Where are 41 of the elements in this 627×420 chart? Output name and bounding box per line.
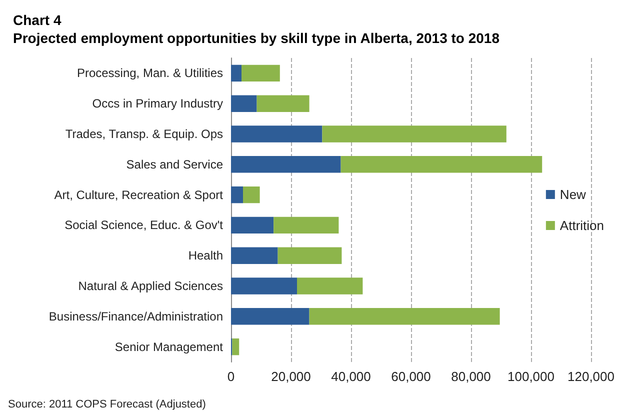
- bar: [231, 308, 310, 325]
- bar: [231, 64, 242, 82]
- y-tick-label: Senior Management: [114, 340, 224, 354]
- y-tick-label: Natural & Applied Sciences: [78, 279, 223, 293]
- x-tick-label: 120,000: [568, 369, 614, 384]
- bar: [297, 278, 363, 294]
- bar: [340, 156, 542, 173]
- y-tick-label: Processing, Man. & Utilities: [76, 66, 223, 80]
- chart-subtitle: Projected employment opportunities by skill type in Alberta, 2013 to 2018: [13, 30, 500, 46]
- bar: [231, 95, 257, 112]
- x-tick-label: 60,000: [391, 369, 431, 384]
- bar: [322, 126, 506, 142]
- x-tick-label: 100,000: [508, 369, 554, 384]
- bar: [231, 247, 278, 264]
- bar: [232, 338, 240, 356]
- y-tick-label: Occs in Primary Industry: [92, 96, 223, 111]
- x-tick-label: 80,000: [451, 369, 491, 384]
- y-tick-label: Art, Culture, Recreation & Sport: [54, 188, 224, 202]
- bar: [231, 216, 274, 234]
- bar: [243, 186, 260, 204]
- y-tick-label: Trades, Transp. & Equip. Ops: [65, 127, 223, 141]
- bar: [231, 126, 322, 142]
- y-tick-label: Sales and Service: [126, 157, 224, 172]
- legend-label: Attrition: [560, 218, 604, 233]
- legend-label: New: [560, 187, 587, 202]
- bar: [231, 186, 243, 204]
- x-tick-label: 20,000: [271, 369, 311, 384]
- y-tick-label: Business/Finance/Administration: [48, 309, 223, 324]
- bar: [274, 216, 339, 234]
- y-tick-label: Health: [188, 248, 223, 263]
- bar: [278, 247, 342, 264]
- source-note: Source: 2011 COPS Forecast (Adjusted): [8, 398, 206, 410]
- x-tick-label: 40,000: [331, 369, 371, 384]
- y-tick-label: Social Science, Educ. & Gov't: [64, 218, 224, 232]
- bar: [231, 156, 341, 173]
- bar: [256, 95, 310, 112]
- bar: [231, 278, 297, 294]
- x-tick-label: 0: [227, 369, 235, 384]
- bar: [242, 64, 280, 82]
- text: Chart 4: [13, 12, 62, 28]
- bar: [309, 308, 500, 325]
